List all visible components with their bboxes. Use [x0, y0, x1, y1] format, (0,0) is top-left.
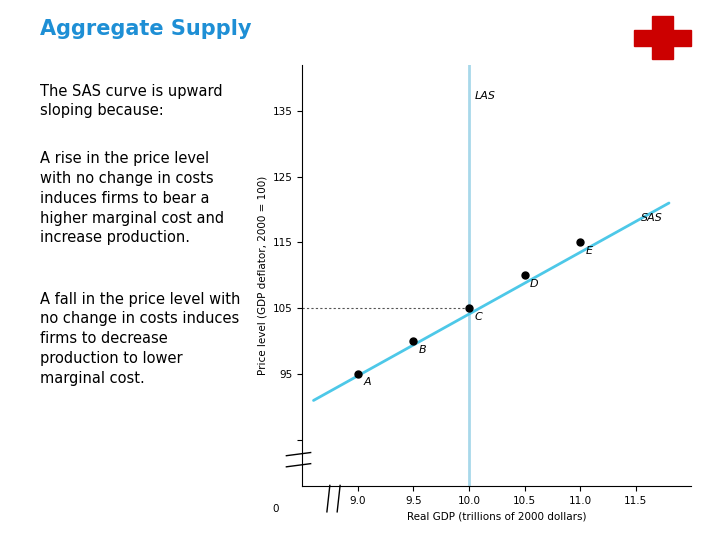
Y-axis label: Price level (GDP deflator, 2000 = 100): Price level (GDP deflator, 2000 = 100) — [257, 176, 267, 375]
Bar — [652, 16, 673, 59]
Text: C: C — [474, 312, 482, 322]
Text: The SAS curve is upward
sloping because:: The SAS curve is upward sloping because: — [40, 84, 222, 118]
Text: 0: 0 — [272, 504, 279, 514]
Text: B: B — [419, 345, 427, 354]
Text: A fall in the price level with
no change in costs induces
firms to decrease
prod: A fall in the price level with no change… — [40, 292, 240, 386]
Text: LAS: LAS — [474, 91, 495, 101]
Text: SAS: SAS — [642, 213, 663, 223]
Text: Aggregate Supply: Aggregate Supply — [40, 19, 251, 39]
Text: E: E — [585, 246, 593, 256]
X-axis label: Real GDP (trillions of 2000 dollars): Real GDP (trillions of 2000 dollars) — [407, 511, 587, 521]
Text: A: A — [364, 377, 371, 387]
Bar — [634, 30, 691, 46]
Text: D: D — [530, 279, 539, 289]
Text: A rise in the price level
with no change in costs
induces firms to bear a
higher: A rise in the price level with no change… — [40, 151, 224, 245]
